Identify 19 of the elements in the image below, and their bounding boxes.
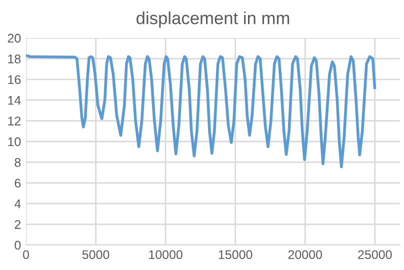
- y-tick-label: 4: [14, 200, 21, 208]
- y-tick-label: 18: [8, 54, 21, 64]
- chart-title: displacement in mm: [136, 12, 290, 28]
- x-tick-label: 15000: [218, 250, 252, 260]
- line-series: [26, 54, 376, 168]
- x-tick-label: 25000: [358, 250, 392, 260]
- y-tick-label: 8: [14, 158, 21, 167]
- y-tick-label: 0: [14, 240, 21, 250]
- x-tick-label: 5000: [82, 250, 110, 260]
- x-tick-label: 0: [23, 250, 29, 260]
- x-tick-label: 10000: [149, 250, 182, 260]
- y-tick-label: 6: [14, 178, 21, 188]
- y-tick-label: 20: [8, 34, 21, 43]
- y-tick-label: 16: [8, 75, 21, 84]
- y-tick-label: 10: [8, 137, 21, 146]
- x-tick-label: 20000: [288, 250, 322, 260]
- y-tick-label: 12: [8, 116, 21, 126]
- y-tick-label: 2: [14, 220, 21, 229]
- y-tick-label: 14: [8, 96, 21, 105]
